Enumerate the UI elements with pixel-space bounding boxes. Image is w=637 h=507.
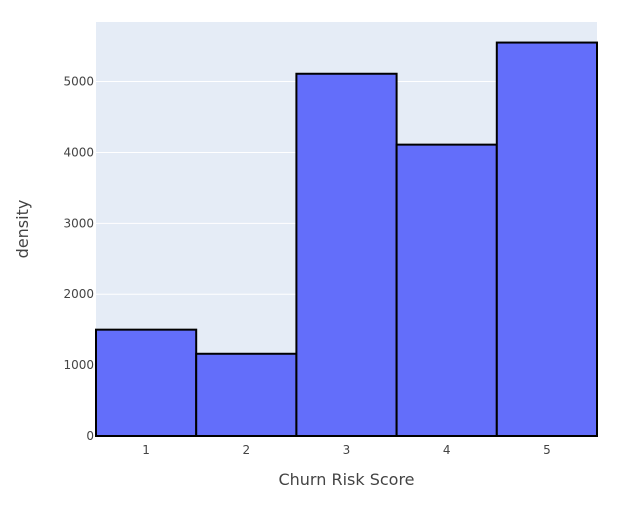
y-tick-label: 4000 xyxy=(63,145,94,159)
bar-1 xyxy=(95,328,198,438)
y-tick-label: 2000 xyxy=(63,287,94,301)
bars xyxy=(95,41,598,438)
x-tick-label: 2 xyxy=(242,443,250,457)
bar-3 xyxy=(295,72,398,437)
x-tick-label: 4 xyxy=(443,443,451,457)
y-tick-label: 5000 xyxy=(63,75,94,89)
x-tick-label: 3 xyxy=(343,443,351,457)
x-tick-label: 5 xyxy=(543,443,551,457)
x-axis-ticks: 1 2 3 4 5 xyxy=(142,443,550,457)
y-axis-ticks: 0 1000 2000 3000 4000 5000 xyxy=(63,75,94,443)
y-axis-title: density xyxy=(13,200,32,259)
x-axis-title: Churn Risk Score xyxy=(278,470,414,489)
x-tick-label: 1 xyxy=(142,443,150,457)
y-tick-label: 1000 xyxy=(63,358,94,372)
bar-5 xyxy=(495,41,598,437)
bar-2 xyxy=(195,352,298,437)
bar-4 xyxy=(395,143,498,437)
y-tick-label: 0 xyxy=(86,429,94,443)
y-tick-label: 3000 xyxy=(63,216,94,230)
